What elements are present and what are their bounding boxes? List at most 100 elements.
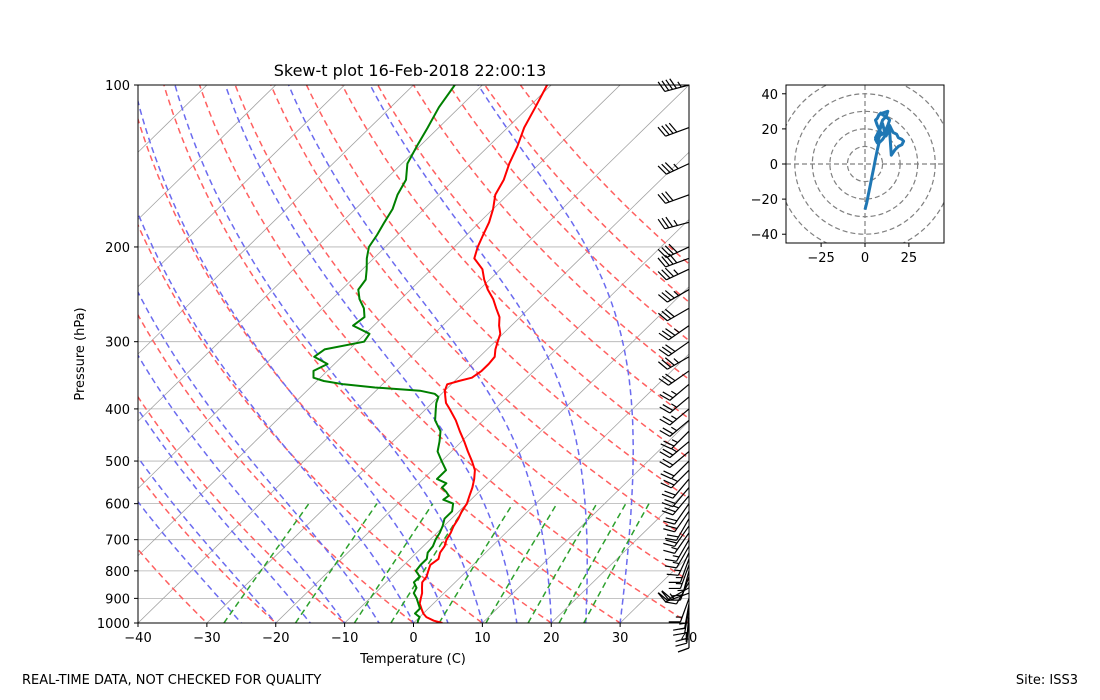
temperature-profile [418, 85, 548, 623]
isotherm-line [206, 151, 689, 623]
isotherm-line [550, 487, 689, 623]
wind-barb [663, 525, 690, 547]
wind-barb [657, 587, 690, 601]
hodograph-x-tick-label: 0 [861, 251, 869, 266]
wind-barb [659, 451, 690, 469]
x-tick-label: −30 [193, 631, 220, 646]
hodograph-y-tick-label: 40 [761, 88, 778, 103]
dry-adiabat [377, 85, 689, 420]
dry-adiabat [484, 85, 689, 304]
wind-barb [657, 267, 690, 281]
wind-barb [663, 510, 690, 533]
mixing-ratio-line [390, 503, 468, 623]
wind-barb [660, 469, 690, 489]
dry-adiabat [163, 85, 622, 623]
x-tick-label: −20 [262, 631, 289, 646]
moist-adiabat [138, 500, 243, 623]
wind-barb [661, 487, 690, 508]
hodograph-line [863, 109, 906, 210]
isotherm-line [138, 85, 483, 422]
x-tick-label: 20 [543, 631, 560, 646]
wind-barb [657, 289, 690, 303]
mixing-ratio-line [558, 503, 627, 623]
x-axis-label: Temperature (C) [359, 652, 466, 667]
x-tick-label: 30 [612, 631, 629, 646]
hodograph-plot-area [786, 85, 944, 243]
wind-barb [661, 495, 690, 516]
dry-adiabat [448, 85, 689, 342]
y-tick-label: 900 [105, 592, 130, 607]
isotherm-line [138, 85, 414, 355]
wind-barb [657, 253, 690, 268]
moist-adiabat [138, 211, 415, 623]
y-tick-label: 200 [105, 241, 130, 256]
isotherm-line [275, 218, 689, 623]
wind-barb [668, 564, 690, 590]
moist-adiabat [138, 408, 312, 623]
mixing-ratio-line [583, 503, 650, 623]
y-tick-label: 700 [105, 534, 130, 549]
wind-barb [659, 419, 690, 437]
wind-barb [666, 552, 690, 576]
wind-barb [668, 598, 690, 623]
mixing-ratio-line [294, 503, 378, 623]
hodograph-x-tick-label: −25 [807, 251, 834, 266]
isotherm-line [138, 85, 621, 557]
wind-barb [657, 307, 690, 322]
moist-adiabat [138, 353, 346, 623]
wind-barb [659, 396, 690, 414]
wind-barb [664, 539, 690, 562]
mixing-ratio-line [438, 503, 514, 623]
y-tick-label: 1000 [97, 617, 130, 632]
moist-adiabat [477, 85, 634, 623]
chart-title: Skew-t plot 16-Feb-2018 22:00:13 [274, 61, 547, 80]
moist-adiabat [138, 290, 380, 623]
wind-barb [660, 430, 690, 450]
wind-barb [673, 608, 690, 636]
quality-disclaimer: REAL-TIME DATA, NOT CHECKED FOR QUALITY [22, 673, 322, 688]
wind-barb [657, 191, 690, 204]
mixing-ratio-line [485, 503, 558, 623]
temperature-axis: −40 −30 −20 −10 0 10 20 30 40 [124, 623, 697, 646]
wind-barb [675, 618, 690, 647]
wind-barb [657, 216, 690, 230]
isotherm-line [413, 353, 689, 623]
dry-adiabat-lines [138, 85, 689, 623]
wind-barb [677, 623, 690, 653]
y-axis-label: Pressure (hPa) [73, 307, 88, 400]
y-tick-label: 300 [105, 336, 130, 351]
mixing-ratio-line [223, 503, 310, 623]
wind-barb [660, 460, 690, 480]
isotherm-line [138, 85, 345, 288]
x-tick-label: 0 [409, 631, 417, 646]
mixing-ratio-line [527, 503, 598, 623]
wind-barb [663, 532, 690, 554]
isotherm-line [138, 85, 689, 623]
y-tick-label: 400 [105, 403, 130, 418]
dry-adiabat [138, 473, 277, 623]
wind-barb [658, 325, 690, 341]
x-tick-label: −10 [331, 631, 358, 646]
dry-adiabat [198, 85, 689, 623]
hodograph-ticks: −25 0 25 −40 −20 0 20 40 [751, 88, 918, 266]
wind-barb [659, 441, 690, 459]
isotherm-lines [138, 85, 689, 623]
hodograph-axes: −25 0 25 −40 −20 0 20 40 [751, 84, 945, 266]
wind-barb [657, 162, 690, 175]
isotherm-line [138, 85, 552, 490]
wind-barb [668, 558, 690, 583]
x-tick-label: 10 [474, 631, 491, 646]
hodograph-y-tick-label: 20 [761, 123, 778, 138]
moist-adiabat [174, 85, 484, 623]
sounding-profiles [312, 85, 548, 623]
dry-adiabat [305, 85, 689, 500]
skewt-axes: −40 −30 −20 −10 0 10 20 30 40 100090080070060050… [73, 61, 697, 667]
y-tick-label: 100 [105, 79, 130, 94]
moist-adiabat [369, 85, 588, 623]
mixing-ratio-lines [223, 503, 650, 623]
wind-barb [664, 545, 690, 569]
y-tick-label: 600 [105, 498, 130, 513]
dry-adiabat [341, 85, 689, 460]
hodograph-y-tick-label: 0 [770, 158, 778, 173]
